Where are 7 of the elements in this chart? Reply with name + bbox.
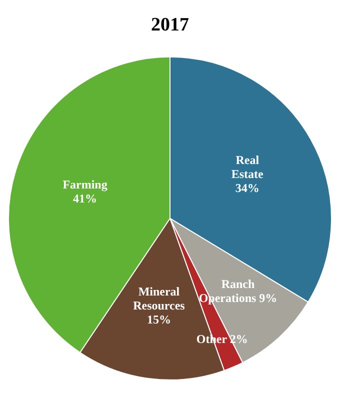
data-label: 34% xyxy=(235,180,260,195)
slice-label: Farming xyxy=(62,178,108,192)
data-label: 41% xyxy=(73,192,98,206)
data-label: 15% xyxy=(146,312,171,327)
slice-label: Mineral Resources xyxy=(133,284,186,313)
chart-title: 2017 xyxy=(151,14,190,36)
slice-label: Real Estate xyxy=(231,152,264,181)
